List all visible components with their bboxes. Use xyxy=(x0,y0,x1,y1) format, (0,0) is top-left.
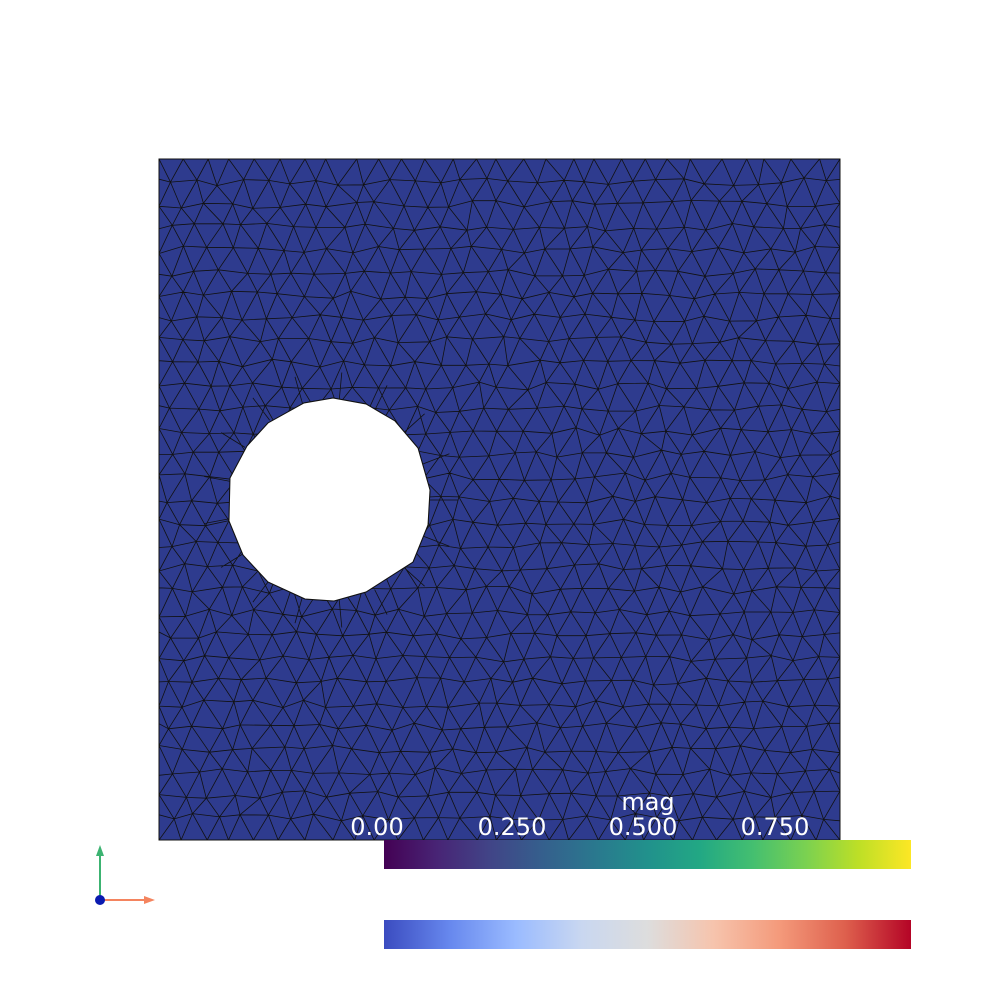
y-axis-arrowhead xyxy=(96,845,104,856)
colorbar-tick-label: 0.750 xyxy=(740,813,810,841)
x-axis-arrowhead xyxy=(144,896,155,904)
colorbar-tick-label: 0.250 xyxy=(477,813,547,841)
axes-origin-dot xyxy=(95,895,105,905)
colorbar-coolwarm xyxy=(384,920,911,949)
colorbar-title: mag xyxy=(621,788,675,816)
colorbar-viridis xyxy=(384,840,911,869)
hole-boundary xyxy=(228,397,431,602)
colorbar-tick-label: 0.00 xyxy=(350,813,404,841)
colorbar-tick-label: 0.500 xyxy=(608,813,678,841)
orientation-axes-widget xyxy=(95,845,155,905)
